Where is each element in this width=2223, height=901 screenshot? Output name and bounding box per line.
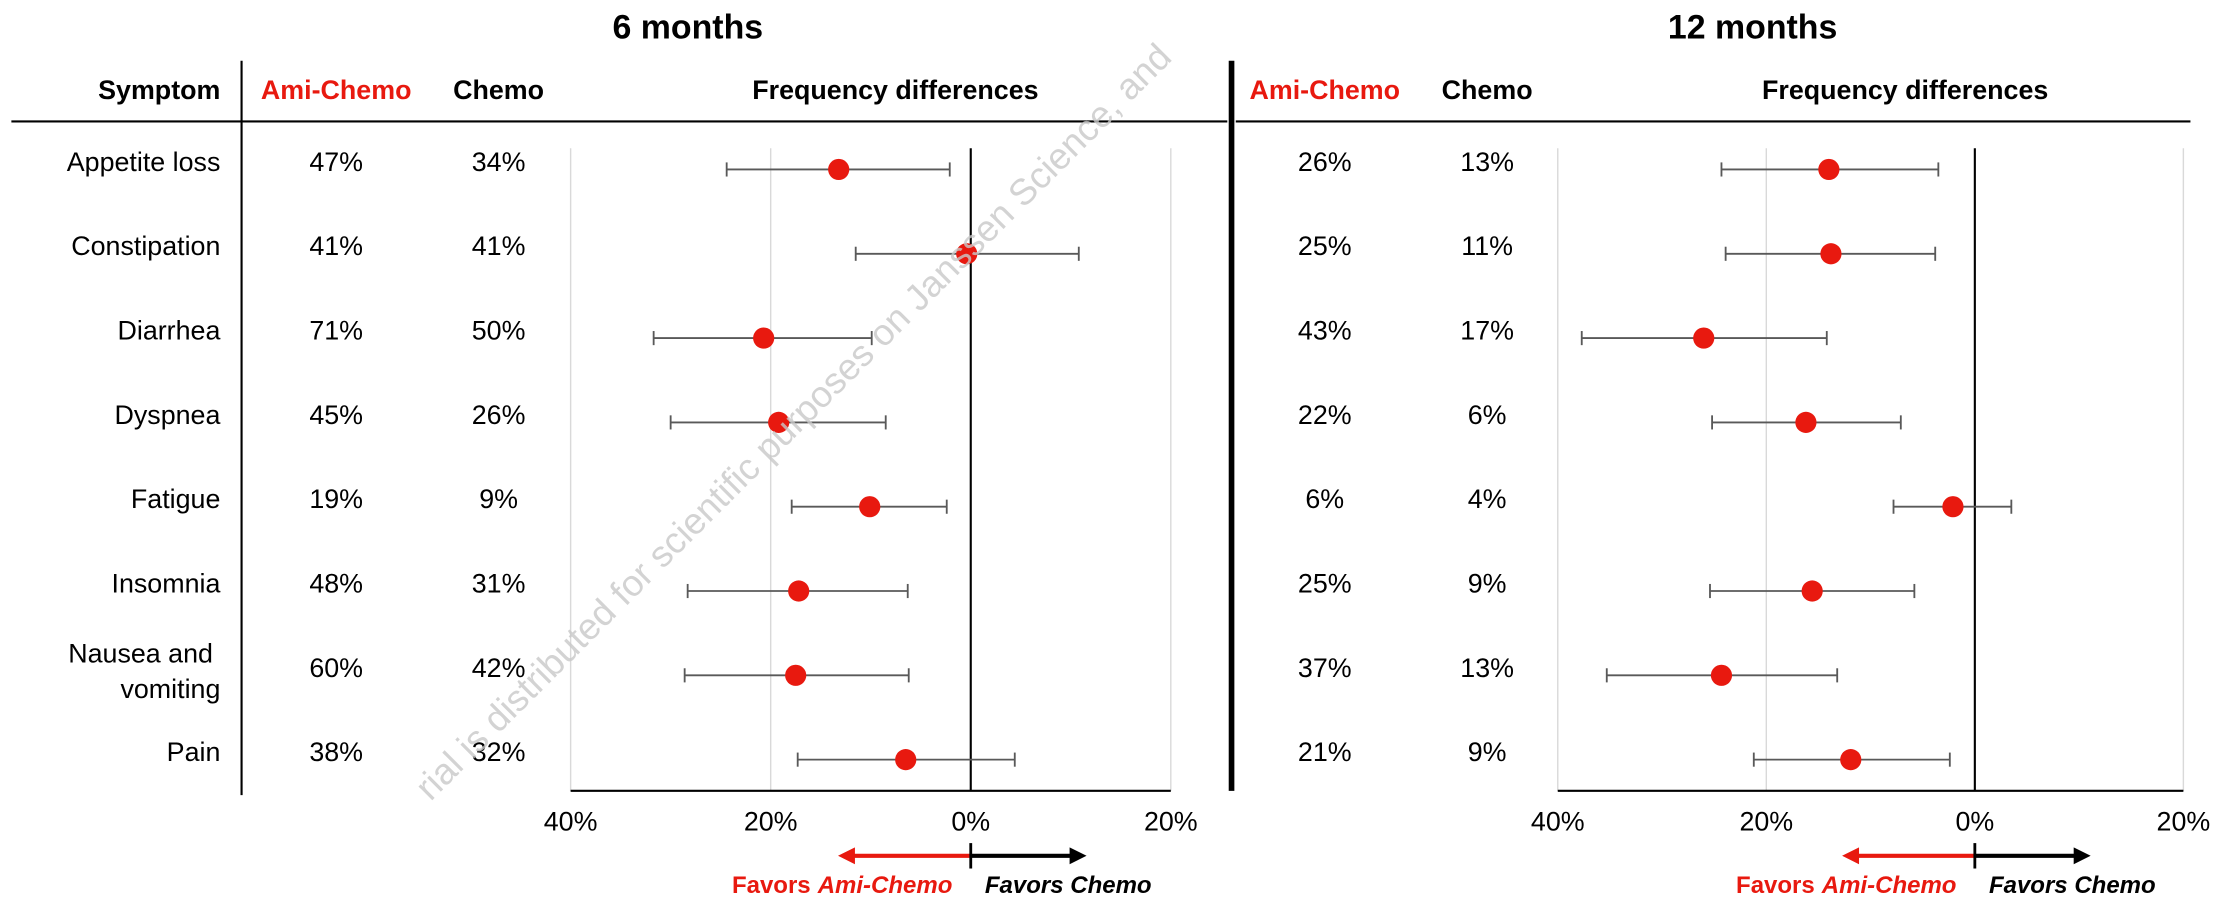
column-header: Ami-Chemo xyxy=(261,75,412,105)
x-tick-label: 20% xyxy=(744,806,798,836)
cell-value: 9% xyxy=(479,484,518,514)
cell-value: 48% xyxy=(309,568,363,598)
point xyxy=(1693,327,1715,349)
cell-value: 26% xyxy=(1298,147,1352,177)
arrow-head xyxy=(837,847,855,865)
cell-value: 71% xyxy=(309,316,363,346)
cell-value: 32% xyxy=(472,737,526,767)
cell-value: 13% xyxy=(1460,653,1514,683)
cell-value: 4% xyxy=(1468,484,1507,514)
point xyxy=(1818,158,1840,181)
point xyxy=(1942,496,1964,518)
point xyxy=(753,327,775,349)
cell-value: 37% xyxy=(1298,653,1352,683)
favors-left-emph: Ami-Chemo xyxy=(1821,872,1957,899)
cell-value: 19% xyxy=(309,484,363,514)
favors-right: Favors Chemo xyxy=(1989,872,2156,899)
x-tick-label: 40% xyxy=(1531,806,1585,836)
x-tick-label: 0% xyxy=(951,806,990,836)
cell-value: 43% xyxy=(1298,316,1352,346)
cell-value: 42% xyxy=(472,653,526,683)
favors-left: Favors Ami-Chemo xyxy=(1736,872,1956,899)
point xyxy=(788,580,810,602)
cell-value: 41% xyxy=(309,231,363,261)
x-tick-label: 20% xyxy=(2157,806,2211,836)
row-header: Symptom xyxy=(98,75,220,105)
cell-value: 26% xyxy=(472,400,526,430)
cell-value: 17% xyxy=(1460,316,1514,346)
cell-value: 6% xyxy=(1468,400,1507,430)
point xyxy=(828,158,850,181)
point xyxy=(768,411,790,433)
x-tick-label: 20% xyxy=(1144,806,1198,836)
point xyxy=(785,664,807,686)
cell-value: 9% xyxy=(1468,568,1507,598)
arrow-head xyxy=(1069,847,1087,865)
cell-value: 34% xyxy=(472,147,526,177)
cell-value: 25% xyxy=(1298,568,1352,598)
row-label: Dyspnea xyxy=(114,400,220,430)
cell-value: 6% xyxy=(1305,484,1344,514)
arrow-head xyxy=(1842,847,1860,865)
panel-title: 6 months xyxy=(613,9,764,47)
cell-value: 25% xyxy=(1298,231,1352,261)
point xyxy=(859,496,881,518)
cell-value: 22% xyxy=(1298,400,1352,430)
row-label: Nausea and vomiting xyxy=(68,639,220,704)
row-label: Fatigue xyxy=(131,484,220,514)
favors-left-emph: Ami-Chemo xyxy=(817,872,953,899)
row-label: Diarrhea xyxy=(117,316,220,346)
cell-value: 11% xyxy=(1461,231,1513,261)
cell-value: 21% xyxy=(1298,737,1352,767)
x-tick-label: 40% xyxy=(544,806,598,836)
cell-value: 9% xyxy=(1468,737,1507,767)
cell-value: 41% xyxy=(472,231,526,261)
panel-title: 12 months xyxy=(1668,9,1837,47)
column-header: Frequency differences xyxy=(752,75,1038,105)
column-header: Chemo xyxy=(453,75,544,105)
point xyxy=(956,243,978,265)
point xyxy=(1801,580,1823,602)
favors-left: Favors Ami-Chemo xyxy=(732,872,952,899)
cell-value: 31% xyxy=(472,568,526,598)
favors-left-prefix: Favors xyxy=(732,872,811,899)
column-header: Frequency differences xyxy=(1762,75,2048,105)
cell-value: 47% xyxy=(309,147,363,177)
column-header: Ami-Chemo xyxy=(1249,75,1400,105)
x-tick-label: 20% xyxy=(1739,806,1793,836)
row-label: Constipation xyxy=(71,231,220,261)
cell-value: 60% xyxy=(309,653,363,683)
cell-value: 38% xyxy=(309,737,363,767)
point xyxy=(1840,749,1862,771)
cell-value: 45% xyxy=(309,400,363,430)
row-label: Appetite loss xyxy=(67,147,221,177)
favors-right: Favors Chemo xyxy=(985,872,1152,899)
cell-value: 13% xyxy=(1460,147,1514,177)
row-label: Pain xyxy=(167,737,221,767)
point xyxy=(895,749,917,771)
point xyxy=(1820,243,1842,265)
x-tick-label: 0% xyxy=(1955,806,1994,836)
arrow-head xyxy=(2073,847,2091,865)
column-header: Chemo xyxy=(1442,75,1533,105)
row-label: Insomnia xyxy=(112,568,221,598)
cell-value: 50% xyxy=(472,316,526,346)
point xyxy=(1795,411,1817,433)
point xyxy=(1710,664,1733,686)
favors-left-prefix: Favors xyxy=(1736,872,1815,899)
